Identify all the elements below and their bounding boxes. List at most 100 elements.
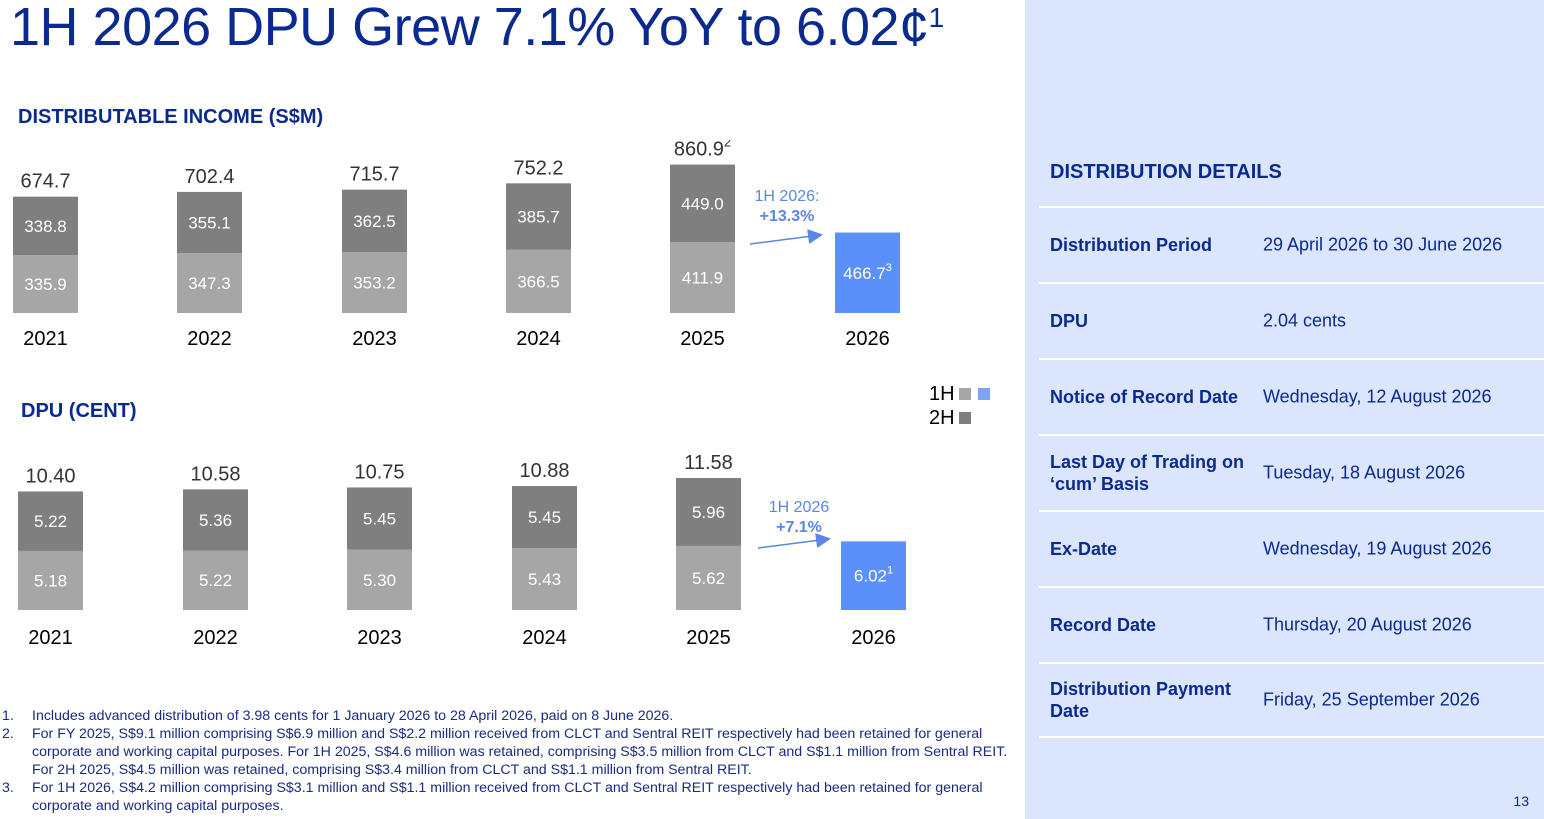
detail-label: DPU: [1050, 311, 1089, 331]
growth-arrow: [757, 533, 831, 549]
detail-value: Thursday, 20 August 2026: [1263, 614, 1472, 635]
bar-2h-2023: [347, 487, 412, 550]
year-label-2023: 2023: [357, 627, 402, 649]
distributable-income-chart: 335.9 338.8 674.7 2021 347.3 355.1 702.4 2022 35…: [13, 140, 900, 350]
bar-2h-2021: [13, 196, 78, 256]
footnotes: 1. Includes advanced distribution of 3.98…: [2, 707, 1022, 815]
footnote: 2. For FY 2025, S$9.1 million comprising …: [2, 725, 1022, 779]
distribution-details-panel: DISTRIBUTION DETAILS Distribution Period…: [1025, 0, 1544, 819]
detail-value: Friday, 25 September 2026: [1263, 689, 1480, 710]
bar-2h-2021: [18, 491, 83, 551]
bar-2h-2022: [183, 489, 248, 551]
distribution-details-title: DISTRIBUTION DETAILS: [1050, 161, 1282, 183]
detail-label: Distribution Period: [1050, 235, 1212, 255]
legend-2h-label: 2H: [929, 406, 955, 429]
total-label-2025: 860.92: [674, 140, 731, 161]
total-label-2024: 752.2: [513, 157, 563, 179]
detail-value: Wednesday, 19 August 2026: [1263, 538, 1492, 559]
year-label-2024: 2024: [522, 627, 567, 649]
bar-label-1h-2021: 335.9: [24, 275, 67, 294]
bar-label-2h-2024: 5.45: [528, 508, 561, 527]
bar-label-2h-2025: 5.96: [692, 503, 725, 522]
bar-2h-2024: [506, 183, 571, 250]
detail-value: Tuesday, 18 August 2026: [1263, 462, 1466, 483]
detail-value: Wednesday, 12 August 2026: [1263, 386, 1492, 407]
year-label-2021: 2021: [23, 328, 68, 350]
dpu-chart: 5.18 5.22 10.40 2021 5.22 5.36 10.58 2022 5.30 5.…: [18, 452, 906, 649]
slide-title: 1H 2026 DPU Grew 7.1% YoY to 6.02¢1: [10, 0, 944, 58]
bar-label-1h-2024: 366.5: [517, 272, 560, 291]
year-label-2021: 2021: [28, 627, 73, 649]
bar-1h-2024: [506, 249, 571, 313]
bar-label-1h-2025: 411.9: [682, 268, 723, 287]
bar-1h-2024: [512, 548, 577, 610]
footnote: 3. For 1H 2026, S$4.2 million comprising …: [2, 779, 1022, 815]
bar-label-1h-2026: 466.73: [843, 262, 892, 283]
chart-legend: 1H 2H: [929, 382, 997, 430]
footnote: 1. Includes advanced distribution of 3.98…: [2, 707, 1022, 725]
growth-annotation-label: 1H 2026:: [755, 188, 820, 205]
year-label-2024: 2024: [516, 328, 561, 350]
total-label-2023: 715.7: [349, 164, 399, 186]
detail-label: Last Day of Trading on ‘cum’ Basis: [1050, 452, 1245, 494]
year-label-2025: 2025: [686, 627, 731, 649]
bar-label-1h-2023: 353.2: [353, 274, 396, 293]
detail-label: Record Date: [1050, 615, 1157, 635]
legend-1h-grey-swatch: [959, 388, 971, 400]
bar-1h-2025: [676, 545, 741, 610]
dpu-chart-title: DPU (CENT): [21, 400, 137, 422]
bar-label-1h-2022: 347.3: [188, 274, 231, 293]
distribution-details-table: Distribution Period 29 April 2026 to 30 …: [1039, 206, 1544, 738]
year-label-2023: 2023: [352, 328, 397, 350]
total-label-2021: 10.40: [25, 465, 75, 487]
growth-annotation-value: +7.1%: [776, 519, 822, 536]
footnote-number: 2.: [2, 726, 14, 742]
year-label-2026: 2026: [845, 328, 890, 350]
growth-annotation-value: +13.3%: [760, 208, 815, 225]
detail-label: Distribution Payment Date: [1050, 679, 1232, 721]
bar-label-2h-2021: 338.8: [24, 217, 67, 236]
year-label-2025: 2025: [680, 328, 725, 350]
detail-row-record-date: Record Date Thursday, 20 August 2026: [1039, 586, 1544, 662]
footnote-number: 1.: [2, 708, 14, 724]
detail-value: 2.04 cents: [1263, 310, 1347, 331]
footnote-text: For 1H 2026, S$4.2 million comprising S$…: [32, 780, 983, 814]
total-label-2022: 10.58: [190, 463, 240, 485]
total-label-2022: 702.4: [184, 166, 234, 188]
detail-row-last-day-of-trading: Last Day of Trading on ‘cum’ Basis Tuesd…: [1039, 434, 1544, 510]
legend-1h-blue-swatch: [978, 388, 990, 400]
bar-label-1h-2023: 5.30: [363, 571, 396, 590]
bar-1h-2022: [177, 253, 242, 313]
legend-2h: 2H: [929, 406, 997, 430]
detail-row-distribution-period: Distribution Period 29 April 2026 to 30 …: [1039, 206, 1544, 282]
bar-label-1h-2024: 5.43: [528, 570, 561, 589]
footnote-text: Includes advanced distribution of 3.98 c…: [32, 708, 674, 724]
footnote-number: 3.: [2, 780, 14, 796]
footnote-text: For FY 2025, S$9.1 million comprising S$…: [32, 726, 1008, 778]
bar-1h-2025: [670, 241, 735, 313]
bar-label-1h-2022: 5.22: [199, 571, 232, 590]
year-label-2022: 2022: [187, 328, 232, 350]
bar-2h-2025: [670, 164, 735, 242]
bar-label-2h-2022: 5.36: [199, 511, 232, 530]
bar-label-2h-2024: 385.7: [517, 208, 560, 227]
year-label-2022: 2022: [193, 627, 238, 649]
detail-row-ex-date: Ex-Date Wednesday, 19 August 2026: [1039, 510, 1544, 586]
bar-2h-2025: [676, 477, 741, 546]
bar-1h-2023: [342, 252, 407, 313]
slide-title-text: 1H 2026 DPU Grew 7.1% YoY to 6.02¢: [10, 0, 929, 57]
growth-annotation-label: 1H 2026: [769, 499, 830, 516]
bar-label-2h-2023: 5.45: [363, 510, 396, 529]
total-label-2023: 10.75: [354, 461, 404, 483]
growth-arrow: [749, 229, 823, 245]
year-label-2026: 2026: [851, 627, 896, 649]
bar-1h-2023: [347, 549, 412, 610]
bar-label-2h-2021: 5.22: [34, 512, 67, 531]
title-footnote-marker: 1: [928, 2, 945, 33]
bar-label-2h-2025: 449.0: [681, 194, 724, 213]
legend-1h: 1H: [929, 382, 997, 406]
bar-1h-2021: [13, 255, 78, 313]
bar-label-2h-2023: 362.5: [353, 212, 396, 231]
bar-label-1h-2021: 5.18: [34, 571, 67, 590]
detail-value: 29 April 2026 to 30 June 2026: [1263, 234, 1503, 255]
